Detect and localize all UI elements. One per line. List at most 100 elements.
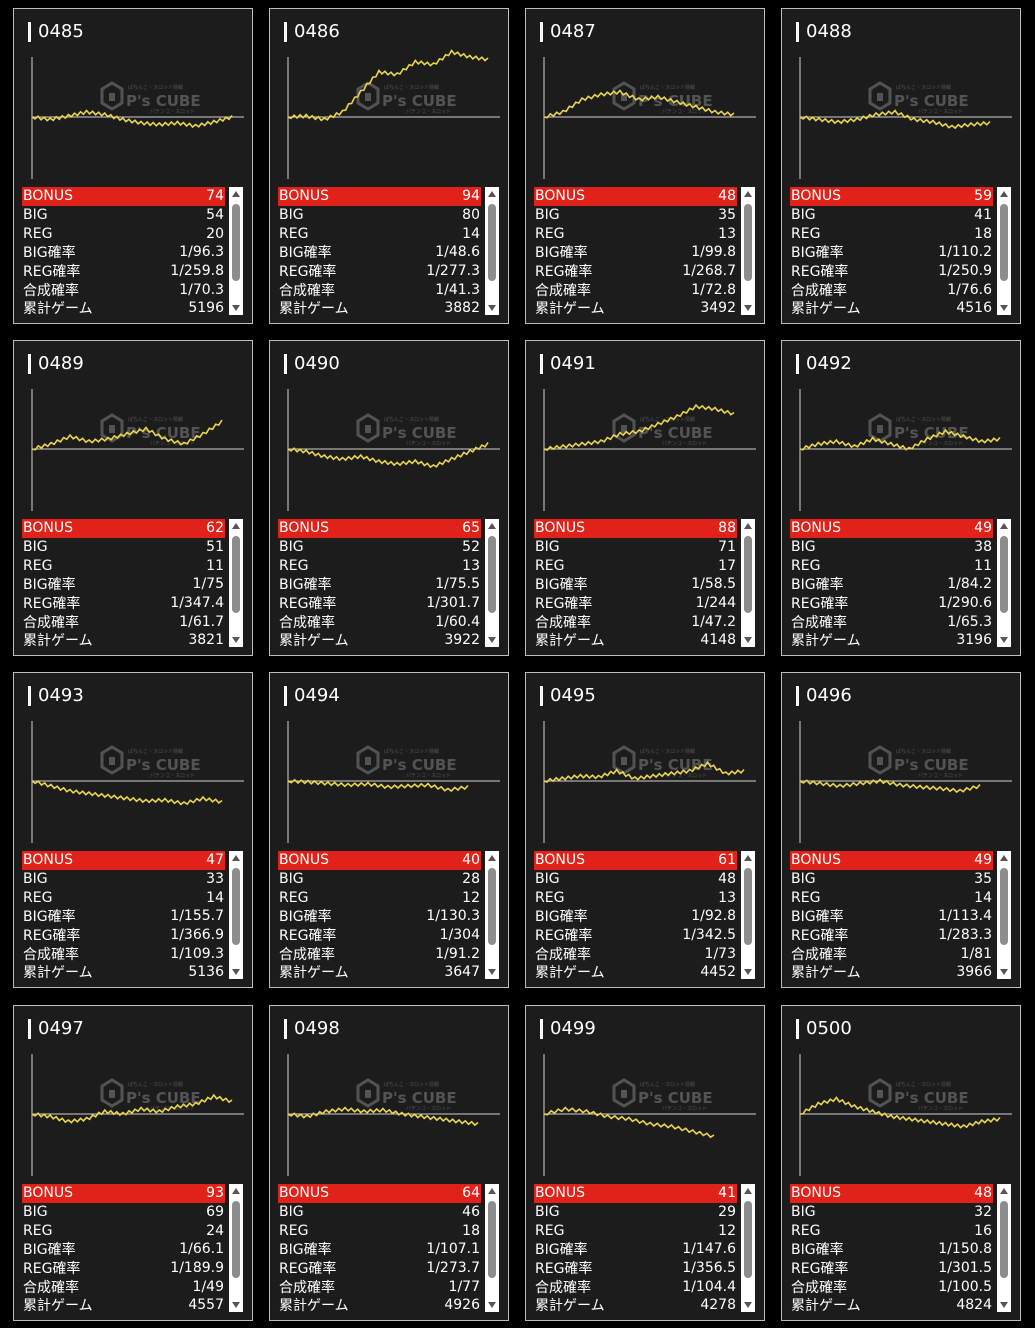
stats-scrollbar[interactable] [229, 851, 243, 979]
scroll-down-icon[interactable] [488, 1302, 496, 1308]
stat-row-big-rate: BIG確率 1/96.3 [22, 243, 225, 262]
graph-line [543, 760, 745, 784]
scroll-down-icon[interactable] [232, 305, 240, 311]
graph-line [799, 428, 1001, 451]
scroll-down-icon[interactable] [488, 305, 496, 311]
stats-scrollbar[interactable] [997, 519, 1011, 647]
scroll-up-icon[interactable] [232, 855, 240, 861]
scroll-down-icon[interactable] [744, 969, 752, 975]
machine-card[interactable]: 0494 P's CUBE ぱちんこ・スロット情報 パチンコ・スロット BONU… [269, 672, 509, 988]
scroll-up-icon[interactable] [1000, 855, 1008, 861]
scroll-down-icon[interactable] [488, 637, 496, 643]
scroll-thumb[interactable] [232, 204, 240, 281]
stat-value: 49 [974, 520, 992, 537]
stats-scrollbar[interactable] [229, 1184, 243, 1312]
machine-card[interactable]: 0485 P's CUBE ぱちんこ・スロット情報 パチンコ・スロット BONU… [13, 8, 253, 324]
stats-scrollbar[interactable] [741, 519, 755, 647]
scroll-up-icon[interactable] [488, 523, 496, 529]
stats-scrollbar[interactable] [485, 187, 499, 315]
stats-scrollbar[interactable] [997, 851, 1011, 979]
scroll-down-icon[interactable] [232, 969, 240, 975]
scroll-down-icon[interactable] [744, 1302, 752, 1308]
scroll-thumb[interactable] [488, 1201, 496, 1278]
stats-scrollbar[interactable] [741, 1184, 755, 1312]
scroll-thumb[interactable] [232, 1201, 240, 1278]
scroll-up-icon[interactable] [232, 1188, 240, 1194]
scroll-up-icon[interactable] [232, 191, 240, 197]
scroll-thumb[interactable] [232, 536, 240, 613]
stat-value: 35 [718, 207, 736, 224]
machine-card[interactable]: 0493 P's CUBE ぱちんこ・スロット情報 パチンコ・スロット BONU… [13, 672, 253, 988]
scroll-down-icon[interactable] [232, 1302, 240, 1308]
scroll-thumb[interactable] [232, 868, 240, 945]
stats-table: BONUS 88 BIG 71 REG 17 BIG確率 1/58.5 REG確… [534, 519, 737, 650]
scroll-thumb[interactable] [744, 204, 752, 281]
scroll-up-icon[interactable] [744, 1188, 752, 1194]
stats-scrollbar[interactable] [485, 519, 499, 647]
machine-card[interactable]: 0492 P's CUBE ぱちんこ・スロット情報 パチンコ・スロット BONU… [781, 340, 1021, 656]
stat-label: 累計ゲーム [23, 965, 93, 982]
stats-table: BONUS 74 BIG 54 REG 20 BIG確率 1/96.3 REG確… [22, 187, 225, 318]
scroll-thumb[interactable] [1000, 536, 1008, 613]
machine-card[interactable]: 0500 P's CUBE ぱちんこ・スロット情報 パチンコ・スロット BONU… [781, 1005, 1021, 1321]
scroll-down-icon[interactable] [488, 969, 496, 975]
scroll-down-icon[interactable] [1000, 637, 1008, 643]
scroll-down-icon[interactable] [744, 637, 752, 643]
stats-scrollbar[interactable] [997, 187, 1011, 315]
scroll-up-icon[interactable] [488, 855, 496, 861]
scroll-up-icon[interactable] [1000, 191, 1008, 197]
stats-scrollbar[interactable] [741, 851, 755, 979]
scroll-down-icon[interactable] [744, 305, 752, 311]
scroll-thumb[interactable] [1000, 204, 1008, 281]
machine-card[interactable]: 0486 P's CUBE ぱちんこ・スロット情報 パチンコ・スロット BONU… [269, 8, 509, 324]
stat-row-combined-rate: 合成確率 1/91.2 [278, 944, 481, 963]
stat-row-bonus: BONUS 94 [278, 187, 481, 206]
stat-row-combined-rate: 合成確率 1/73 [534, 944, 737, 963]
stats-scrollbar[interactable] [741, 187, 755, 315]
scroll-down-icon[interactable] [1000, 969, 1008, 975]
machine-card[interactable]: 0498 P's CUBE ぱちんこ・スロット情報 パチンコ・スロット BONU… [269, 1005, 509, 1321]
scroll-thumb[interactable] [1000, 868, 1008, 945]
scroll-down-icon[interactable] [1000, 1302, 1008, 1308]
title-accent-bar [28, 22, 31, 42]
stat-row-big-rate: BIG確率 1/99.8 [534, 243, 737, 262]
machine-card[interactable]: 0491 P's CUBE ぱちんこ・スロット情報 パチンコ・スロット BONU… [525, 340, 765, 656]
machine-card[interactable]: 0489 P's CUBE ぱちんこ・スロット情報 パチンコ・スロット BONU… [13, 340, 253, 656]
scroll-up-icon[interactable] [232, 523, 240, 529]
slump-graph: P's CUBE ぱちんこ・スロット情報 パチンコ・スロット [31, 389, 244, 511]
scroll-up-icon[interactable] [744, 855, 752, 861]
scroll-up-icon[interactable] [1000, 523, 1008, 529]
machine-card[interactable]: 0488 P's CUBE ぱちんこ・スロット情報 パチンコ・スロット BONU… [781, 8, 1021, 324]
machine-card[interactable]: 0490 P's CUBE ぱちんこ・スロット情報 パチンコ・スロット BONU… [269, 340, 509, 656]
stats-scrollbar[interactable] [485, 851, 499, 979]
stats-scrollbar[interactable] [997, 1184, 1011, 1312]
title-accent-bar [28, 354, 31, 374]
scroll-thumb[interactable] [488, 536, 496, 613]
scroll-thumb[interactable] [488, 868, 496, 945]
scroll-thumb[interactable] [488, 204, 496, 281]
scroll-up-icon[interactable] [1000, 1188, 1008, 1194]
machine-card[interactable]: 0499 P's CUBE ぱちんこ・スロット情報 パチンコ・スロット BONU… [525, 1005, 765, 1321]
scroll-up-icon[interactable] [488, 191, 496, 197]
scroll-thumb[interactable] [744, 536, 752, 613]
scroll-up-icon[interactable] [744, 523, 752, 529]
scroll-thumb[interactable] [744, 1201, 752, 1278]
stat-label: REG [279, 1222, 309, 1239]
machine-card[interactable]: 0496 P's CUBE ぱちんこ・スロット情報 パチンコ・スロット BONU… [781, 672, 1021, 988]
stats-scrollbar[interactable] [229, 519, 243, 647]
scroll-down-icon[interactable] [1000, 305, 1008, 311]
stats-scrollbar[interactable] [485, 1184, 499, 1312]
machine-number: 0496 [806, 685, 852, 706]
machine-card[interactable]: 0495 P's CUBE ぱちんこ・スロット情報 パチンコ・スロット BONU… [525, 672, 765, 988]
scroll-up-icon[interactable] [488, 1188, 496, 1194]
scroll-thumb[interactable] [1000, 1201, 1008, 1278]
stat-value: 1/273.7 [426, 1260, 480, 1277]
stat-row-big: BIG 69 [22, 1203, 225, 1222]
machine-card[interactable]: 0497 P's CUBE ぱちんこ・スロット情報 パチンコ・スロット BONU… [13, 1005, 253, 1321]
scroll-thumb[interactable] [744, 868, 752, 945]
svg-text:パチンコ・スロット: パチンコ・スロット [662, 1106, 707, 1112]
scroll-down-icon[interactable] [232, 637, 240, 643]
machine-card[interactable]: 0487 P's CUBE ぱちんこ・スロット情報 パチンコ・スロット BONU… [525, 8, 765, 324]
scroll-up-icon[interactable] [744, 191, 752, 197]
stats-scrollbar[interactable] [229, 187, 243, 315]
